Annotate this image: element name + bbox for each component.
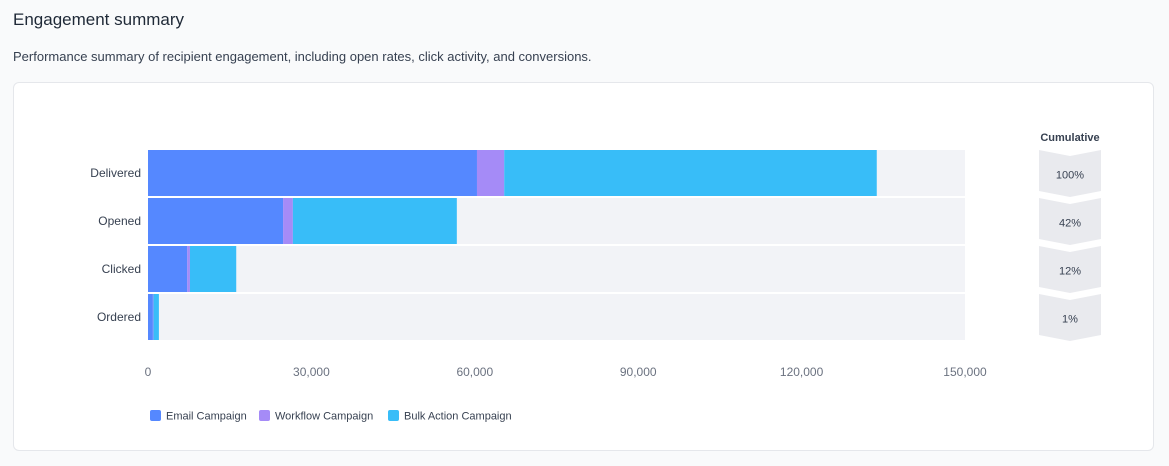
x-tick-label: 30,000	[293, 365, 330, 379]
x-tick-label: 0	[145, 365, 152, 379]
bar-segment	[148, 150, 477, 196]
x-tick-label: 60,000	[456, 365, 493, 379]
page-description: Performance summary of recipient engagem…	[13, 49, 592, 64]
legend-label: Workflow Campaign	[275, 411, 373, 423]
bar-segment	[476, 150, 505, 196]
page-title: Engagement summary	[13, 10, 185, 29]
bar-segment	[187, 246, 190, 292]
category-label: Ordered	[97, 310, 141, 324]
category-label: Opened	[98, 214, 141, 228]
bar-segment	[148, 294, 153, 340]
x-tick-label: 120,000	[780, 365, 824, 379]
bar-segment	[148, 246, 188, 292]
category-label: Delivered	[90, 166, 141, 180]
cumulative-value: 1%	[1062, 314, 1078, 326]
category-label: Clicked	[102, 262, 141, 276]
bar-segment	[189, 246, 237, 292]
cumulative-chevron	[1039, 294, 1101, 341]
cumulative-chevron	[1039, 246, 1101, 293]
legend-swatch	[259, 410, 270, 421]
cumulative-chevron	[1039, 150, 1101, 197]
bar-segment	[148, 198, 284, 244]
bar-segment	[283, 198, 293, 244]
cumulative-value: 12%	[1059, 266, 1081, 278]
legend-swatch	[388, 410, 399, 421]
legend-swatch	[150, 410, 161, 421]
cumulative-title: Cumulative	[1040, 132, 1099, 144]
bar-segment	[292, 198, 457, 244]
x-tick-label: 90,000	[620, 365, 657, 379]
legend-label: Email Campaign	[166, 411, 247, 423]
cumulative-value: 100%	[1056, 170, 1084, 182]
bar-segment	[153, 294, 159, 340]
bar-segment	[152, 294, 154, 340]
cumulative-chevron	[1039, 198, 1101, 245]
cumulative-value: 42%	[1059, 218, 1081, 230]
bar-track	[148, 294, 965, 340]
legend-label: Bulk Action Campaign	[404, 411, 512, 423]
x-tick-label: 150,000	[943, 365, 987, 379]
bar-track	[148, 246, 965, 292]
bar-segment	[504, 150, 877, 196]
